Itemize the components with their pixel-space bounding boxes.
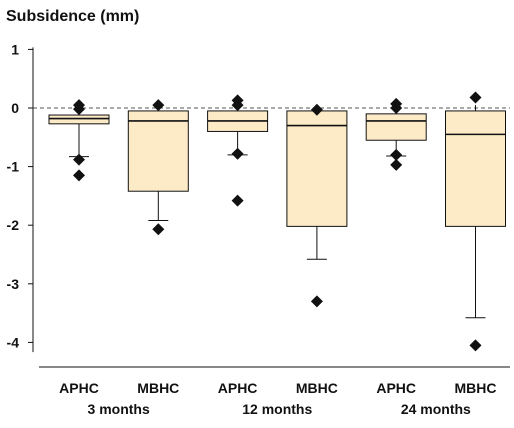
y-tick-label: 0	[11, 100, 19, 116]
outlier-point	[390, 158, 403, 171]
x-category-label: APHC	[59, 380, 99, 396]
box	[48, 114, 110, 125]
x-category-label: APHC	[376, 380, 416, 396]
outlier-point	[390, 102, 403, 114]
y-tick-label: -2	[7, 217, 20, 233]
box	[365, 113, 427, 141]
x-category-label: MBHC	[455, 380, 497, 396]
box	[127, 110, 189, 192]
outlier-point	[310, 103, 323, 116]
outlier-point	[469, 91, 482, 104]
y-tick-label: 1	[11, 41, 19, 57]
outlier-point	[231, 147, 244, 160]
outlier-point	[73, 169, 85, 182]
outlier-point	[469, 339, 482, 352]
x-category-label: MBHC	[137, 380, 179, 396]
x-category-label: APHC	[218, 380, 258, 396]
outlier-point	[73, 103, 85, 116]
outlier-point	[231, 194, 244, 207]
y-tick-label: -3	[7, 276, 20, 292]
outlier-point	[73, 153, 85, 166]
box	[286, 110, 348, 227]
box	[445, 110, 506, 227]
outlier-point	[231, 99, 244, 112]
y-tick-label: -1	[7, 159, 20, 175]
x-category-label: MBHC	[296, 380, 338, 396]
y-tick-label: -4	[7, 334, 20, 350]
x-group-label: 24 months	[401, 401, 471, 417]
outlier-point	[152, 99, 165, 112]
x-group-label: 12 months	[242, 401, 312, 417]
x-group-label: 3 months	[88, 401, 150, 417]
outlier-point	[152, 223, 165, 236]
outlier-point	[390, 148, 403, 161]
chart-title: Subsidence (mm)	[6, 8, 140, 25]
outlier-point	[310, 295, 323, 308]
